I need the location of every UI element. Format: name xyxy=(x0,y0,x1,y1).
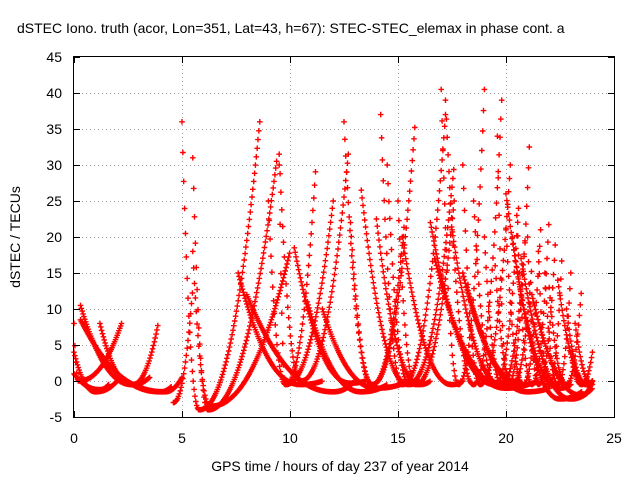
y-tick-label: 10 xyxy=(46,301,62,317)
data-point-markers xyxy=(347,219,407,388)
x-tick-label: 25 xyxy=(606,430,622,446)
chart-title: dSTEC Iono. truth (acor, Lon=351, Lat=43… xyxy=(17,20,565,36)
data-point-markers xyxy=(395,198,457,388)
plot-frame xyxy=(73,56,615,418)
satellite-arc xyxy=(449,227,520,388)
data-point-markers xyxy=(503,227,544,388)
x-tick-label: 15 xyxy=(390,430,406,446)
y-tick-label: -5 xyxy=(50,409,63,425)
y-tick-label: 5 xyxy=(54,337,62,353)
data-point-markers xyxy=(494,133,533,388)
data-points xyxy=(71,86,596,413)
satellite-arc xyxy=(460,162,514,388)
y-tick-label: 40 xyxy=(46,85,62,101)
satellite-arc xyxy=(114,371,185,395)
y-tick-label: 0 xyxy=(54,373,62,389)
y-tick-labels: -5 0 5 10 15 20 25 30 35 40 45 xyxy=(46,49,62,425)
y-tick-label: 45 xyxy=(46,49,62,65)
axis-ticks xyxy=(74,57,615,418)
data-point-markers xyxy=(384,162,457,386)
y-tick-label: 35 xyxy=(46,121,62,137)
y-tick-label: 25 xyxy=(46,193,62,209)
satellite-arc xyxy=(438,86,488,388)
y-tick-label: 20 xyxy=(46,229,62,245)
satellite-arc xyxy=(170,290,196,406)
data-point-markers xyxy=(449,227,520,388)
satellite-arc xyxy=(572,320,596,388)
x-tick-label: 10 xyxy=(282,430,298,446)
satellite-arc xyxy=(494,133,533,388)
x-tick-label: 20 xyxy=(498,430,514,446)
data-point-markers xyxy=(190,248,293,409)
x-tick-labels: 0 5 10 15 20 25 xyxy=(70,430,622,446)
data-point-markers xyxy=(170,290,196,406)
satellite-arc xyxy=(190,155,280,413)
data-point-markers xyxy=(572,320,596,388)
y-tick-label: 15 xyxy=(46,265,62,281)
data-point-markers xyxy=(438,86,488,388)
y-axis-label: dSTEC / TECUs xyxy=(7,186,23,288)
x-tick-label: 0 xyxy=(70,430,78,446)
satellite-arc xyxy=(395,198,457,388)
satellite-arc xyxy=(190,248,293,409)
data-point-markers xyxy=(114,371,185,395)
x-tick-label: 5 xyxy=(178,430,186,446)
x-axis-label: GPS time / hours of day 237 of year 2014 xyxy=(211,458,469,474)
y-tick-label: 30 xyxy=(46,157,62,173)
data-point-markers xyxy=(190,155,280,413)
satellite-arc xyxy=(347,219,407,388)
data-point-markers xyxy=(460,162,514,388)
satellite-arc xyxy=(503,227,544,388)
satellite-arc xyxy=(384,162,457,386)
